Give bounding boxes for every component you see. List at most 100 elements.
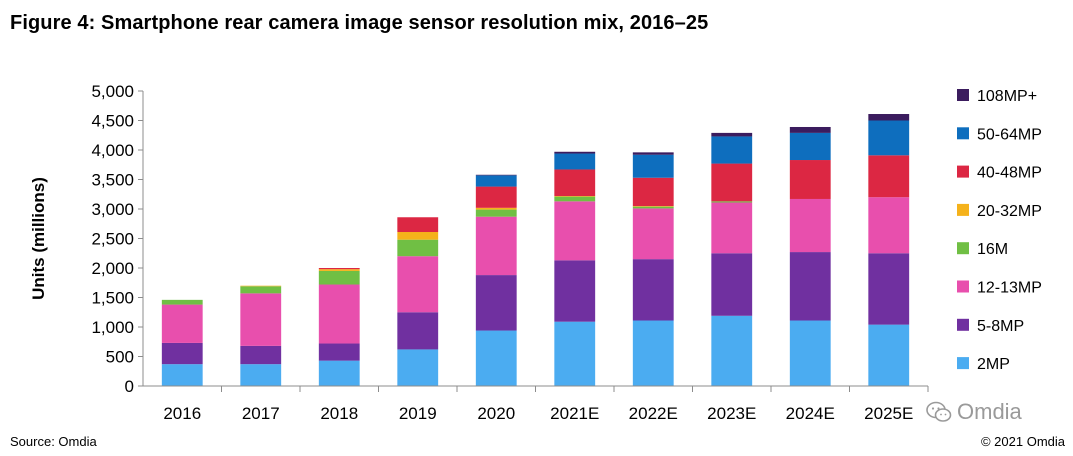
- x-tick-label: 2018: [320, 404, 358, 423]
- bar-segment-50-64mp-2021e: [554, 153, 596, 170]
- bar-segment-20-32mp-2019: [397, 232, 439, 240]
- bar-segment-16m-2017: [240, 286, 282, 294]
- x-tick-label: 2017: [242, 404, 280, 423]
- bar-segment-2mp-2020: [475, 330, 517, 386]
- bar-segment-5-8mp-2024e: [789, 252, 831, 321]
- x-tick-label: 2019: [399, 404, 437, 423]
- y-axis-label: Units (millions): [29, 177, 48, 300]
- bar-segment-12-13mp-2020: [475, 216, 517, 276]
- legend-label: 20-32MP: [977, 203, 1042, 220]
- bar-segment-12-13mp-2024e: [789, 198, 831, 253]
- watermark-text: Omdia: [957, 399, 1022, 424]
- bar-segment-40-48mp-2021e: [554, 169, 596, 197]
- bar-segment-16m-2021e: [554, 196, 596, 202]
- bar-segment-16m-2019: [397, 239, 439, 257]
- legend-swatch-16m: [957, 242, 969, 255]
- bar-segment-2mp-2022e: [632, 320, 674, 386]
- bar-segment-16m-2016: [161, 299, 203, 305]
- legend-swatch-108mp-: [957, 89, 969, 101]
- bar-segment-20-32mp-2020: [475, 207, 517, 210]
- bar-segment-40-48mp-2024e: [789, 160, 831, 199]
- x-tick-label: 2025E: [864, 404, 913, 423]
- x-tick-label: 2022E: [629, 404, 678, 423]
- x-tick-label: 2020: [477, 404, 515, 423]
- bar-segment-40-48mp-2025e: [868, 155, 910, 198]
- x-tick-label: 2021E: [550, 404, 599, 423]
- y-tick-label: 4,500: [91, 112, 134, 131]
- legend: 108MP+ 50-64MP 40-48MP 20-32MP 16M 12-13MP 5-8…: [957, 88, 1042, 373]
- wechat-icon: [926, 401, 952, 422]
- y-tick-label: 3,000: [91, 200, 134, 219]
- source-note: Source: Omdia: [10, 434, 97, 449]
- legend-label: 50-64MP: [977, 126, 1042, 143]
- bar-segment-5-8mp-2021e: [554, 260, 596, 322]
- bar-segment-20-32mp-2021e: [554, 196, 596, 197]
- bar-segment-108mp--2020: [475, 174, 517, 176]
- bar-segment-2mp-2024e: [789, 320, 831, 386]
- bar-segment-5-8mp-2023e: [711, 253, 753, 316]
- bar-segment-12-13mp-2016: [161, 304, 203, 343]
- legend-swatch-5-8mp: [957, 318, 969, 331]
- watermark: Omdia: [926, 399, 1022, 425]
- legend-swatch-12-13mp: [957, 280, 969, 293]
- bar-segment-50-64mp-2023e: [711, 136, 753, 164]
- y-tick-label: 500: [106, 348, 134, 367]
- bar-segment-5-8mp-2019: [397, 312, 439, 350]
- bar-segment-2mp-2019: [397, 349, 439, 386]
- legend-label: 16M: [977, 241, 1008, 258]
- bar-segment-40-48mp-2019: [397, 217, 439, 233]
- bar-segment-40-48mp-2022e: [632, 177, 674, 207]
- bar-segment-12-13mp-2023e: [711, 202, 753, 254]
- bar-segment-12-13mp-2018: [318, 284, 360, 344]
- bar-segment-16m-2020: [475, 209, 517, 217]
- legend-swatch-20-32mp: [957, 203, 969, 216]
- bars: [161, 114, 910, 386]
- bar-segment-50-64mp-2022e: [632, 154, 674, 178]
- bar-segment-12-13mp-2025e: [868, 197, 910, 254]
- bar-segment-108mp--2025e: [868, 114, 910, 121]
- x-tick-label: 2023E: [707, 404, 756, 423]
- bar-segment-108mp--2022e: [632, 152, 674, 155]
- bar-segment-5-8mp-2017: [240, 345, 282, 365]
- bar-segment-5-8mp-2022e: [632, 259, 674, 321]
- bar-segment-2mp-2017: [240, 364, 282, 386]
- bar-segment-2mp-2021e: [554, 321, 596, 386]
- bar-segment-40-48mp-2023e: [711, 163, 753, 202]
- bar-segment-108mp--2023e: [711, 132, 753, 137]
- bar-segment-16m-2022e: [632, 206, 674, 209]
- bar-segment-2mp-2023e: [711, 315, 753, 386]
- bar-segment-40-48mp-2018: [318, 268, 360, 270]
- bar-segment-2mp-2016: [161, 364, 203, 386]
- bar-segment-12-13mp-2019: [397, 256, 439, 313]
- bar-segment-40-48mp-2020: [475, 186, 517, 208]
- bar-segment-12-13mp-2021e: [554, 201, 596, 261]
- bar-segment-108mp--2024e: [789, 126, 831, 133]
- bar-segment-50-64mp-2024e: [789, 132, 831, 161]
- y-tick-label: 3,500: [91, 171, 134, 190]
- y-tick-label: 4,000: [91, 141, 134, 160]
- bar-segment-20-32mp-2018: [318, 269, 360, 271]
- y-tick-label: 2,000: [91, 259, 134, 278]
- chart-title: Figure 4: Smartphone rear camera image s…: [10, 12, 709, 34]
- copyright-note: © 2021 Omdia: [980, 434, 1065, 449]
- bar-segment-50-64mp-2025e: [868, 120, 910, 156]
- x-tick-label: 2016: [163, 404, 201, 423]
- bar-segment-16m-2023e: [711, 201, 753, 203]
- legend-swatch-2mp: [957, 357, 969, 370]
- y-tick-label: 1,000: [91, 318, 134, 337]
- legend-label: 2MP: [977, 356, 1010, 373]
- legend-swatch-40-48mp: [957, 165, 969, 178]
- legend-label: 40-48MP: [977, 165, 1042, 182]
- bar-segment-2mp-2025e: [868, 324, 910, 386]
- bar-segment-5-8mp-2018: [318, 343, 360, 361]
- bar-segment-16m-2018: [318, 270, 360, 285]
- y-tick-label: 0: [125, 377, 134, 396]
- bar-segment-20-32mp-2017: [240, 285, 282, 287]
- bar-segment-12-13mp-2017: [240, 293, 282, 346]
- y-tick-label: 5,000: [91, 82, 134, 101]
- bar-segment-12-13mp-2022e: [632, 208, 674, 260]
- bar-segment-5-8mp-2020: [475, 275, 517, 331]
- bar-segment-5-8mp-2025e: [868, 253, 910, 325]
- bar-segment-5-8mp-2016: [161, 342, 203, 365]
